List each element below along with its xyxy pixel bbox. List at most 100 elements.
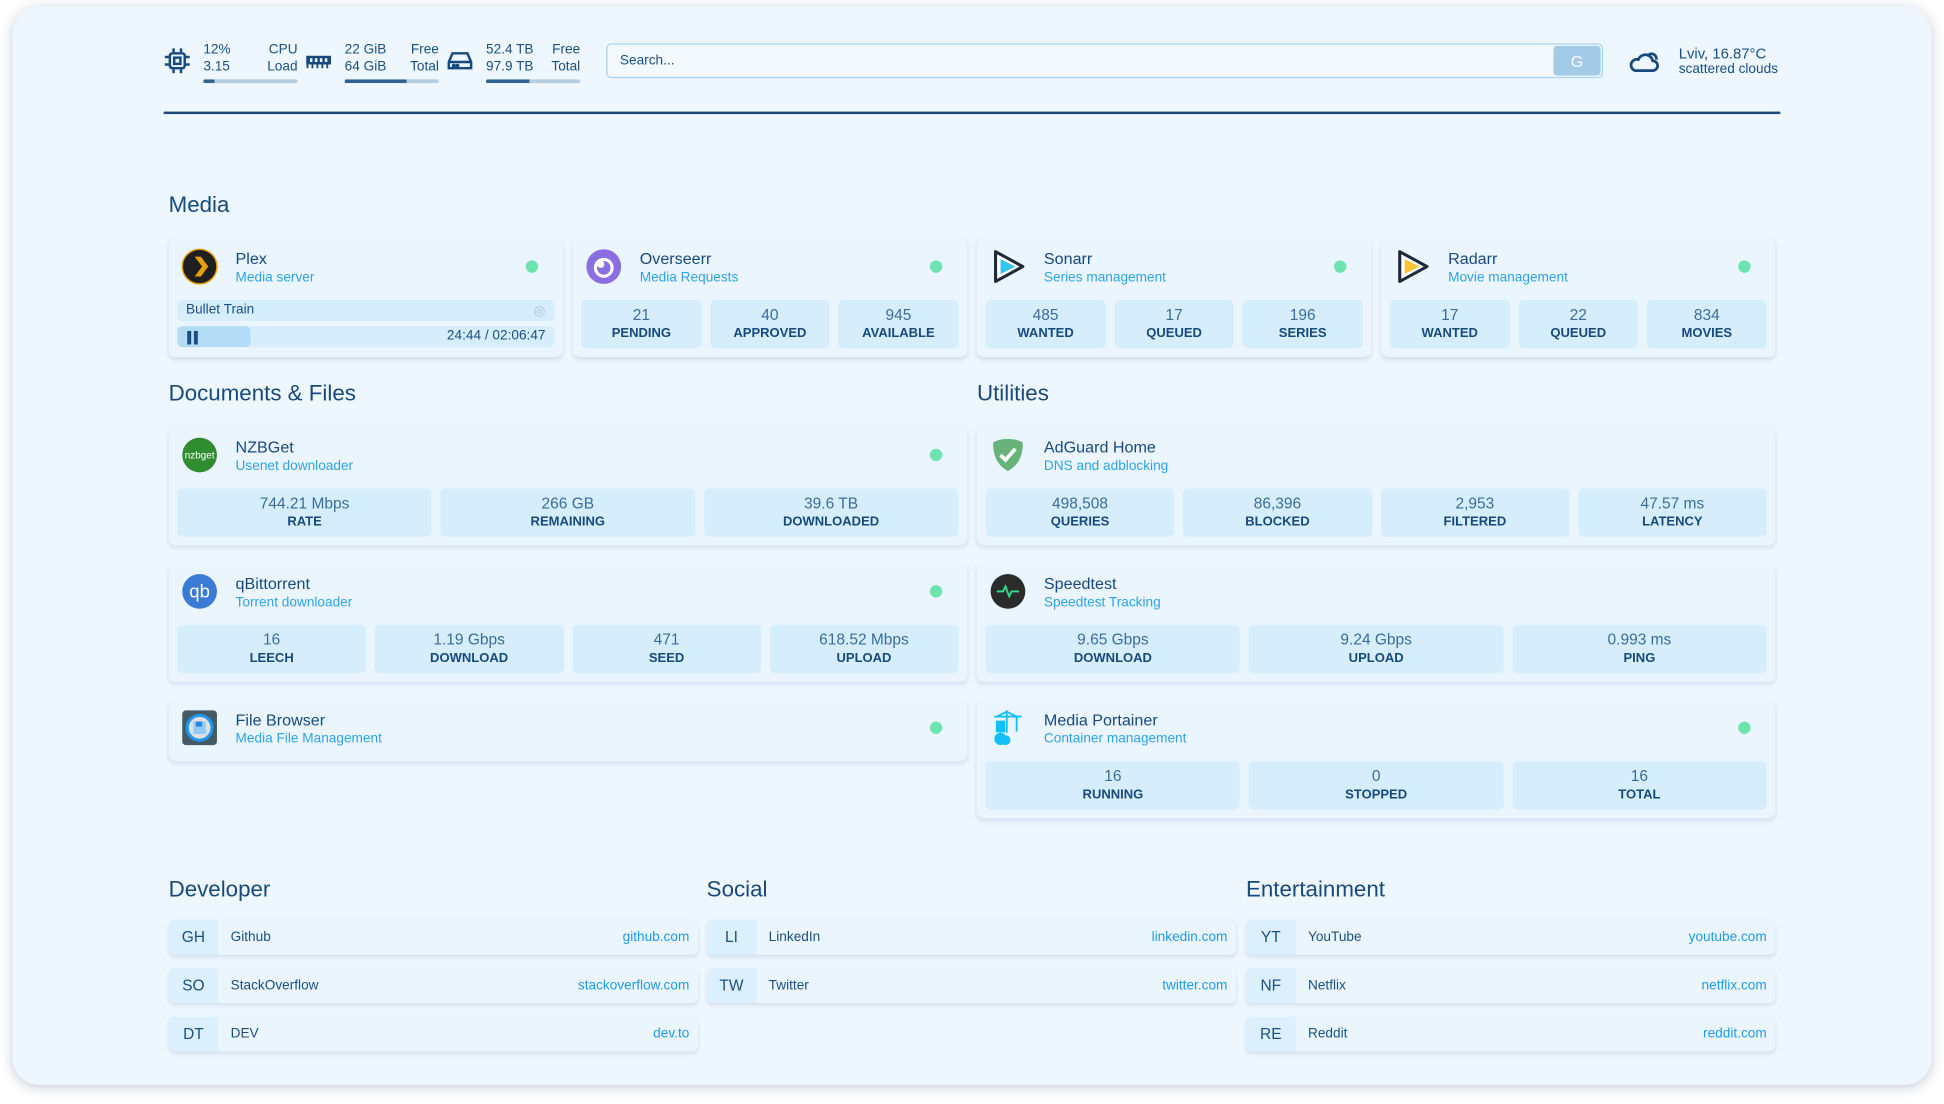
stat-label: DOWNLOADED xyxy=(782,514,880,530)
cpu-label2: Load xyxy=(267,59,298,75)
service-card-radarr[interactable]: Radarr Movie management 17 WANTED 22 QUEUED 8… xyxy=(1381,238,1776,358)
stat-running: 16 RUNNING xyxy=(985,761,1241,810)
disk-value2: 97.9 TB xyxy=(486,59,534,75)
memory-label: Free xyxy=(410,42,439,58)
section-title-utilities: Utilities xyxy=(976,380,1049,406)
stat-value: 16 xyxy=(263,631,281,649)
bookmark-abbr: GH xyxy=(168,919,219,955)
bookmark-linkedin[interactable]: LI LinkedIn linkedin.com xyxy=(706,919,1237,955)
stat-upload: 9.24 Gbps UPLOAD xyxy=(1248,624,1504,674)
bookmark-url[interactable]: github.com xyxy=(622,929,690,945)
bookmark-dev[interactable]: DT DEV dev.to xyxy=(168,1016,699,1052)
bookmark-abbr: LI xyxy=(706,919,757,955)
stat-total: 16 TOTAL xyxy=(1512,761,1767,810)
stat-label: QUERIES xyxy=(1050,514,1110,530)
stat-value: 1.19 Gbps xyxy=(433,631,505,649)
stat-value: 266 GB xyxy=(541,494,595,513)
stat-value: 39.6 TB xyxy=(804,494,859,513)
svg-text:qb: qb xyxy=(189,581,210,602)
bookmark-url[interactable]: youtube.com xyxy=(1688,929,1767,945)
bookmark-abbr: YT xyxy=(1245,919,1296,955)
stat-label: SEED xyxy=(648,650,685,666)
stat-queued: 17 QUEUED xyxy=(1114,300,1235,349)
memory-usage-bar xyxy=(344,79,439,84)
pause-icon[interactable]: ▌▌ xyxy=(187,331,202,344)
stat-stopped: 0 STOPPED xyxy=(1248,761,1504,810)
service-stats: 21 PENDING 40 APPROVED 945 AVAILABLE xyxy=(581,300,959,349)
stat-download: 9.65 Gbps DOWNLOAD xyxy=(985,624,1241,674)
resource-disk: 52.4 TB Free 97.9 TB Total xyxy=(446,41,581,84)
bookmark-abbr: DT xyxy=(168,1016,219,1052)
service-card-portainer[interactable]: Media Portainer Container management 16 RU… xyxy=(976,699,1776,819)
service-card-plex[interactable]: Plex Media server Bullet Train ◎ ▌▌ 24:44 … xyxy=(168,238,563,358)
bookmark-name: Github xyxy=(230,929,271,945)
bookmark-url[interactable]: reddit.com xyxy=(1703,1026,1767,1042)
service-card-speedtest[interactable]: Speedtest Speedtest Tracking 9.65 Gbps DOW… xyxy=(976,562,1776,682)
disk-usage-bar xyxy=(486,79,581,84)
memory-icon xyxy=(305,47,332,74)
service-card-sonarr[interactable]: Sonarr Series management 485 WANTED 17 QUEUE… xyxy=(976,238,1372,358)
service-description: DNS and adblocking xyxy=(1043,458,1169,473)
service-card-adguard[interactable]: AdGuard Home DNS and adblocking 498,508 QU… xyxy=(976,426,1776,546)
bookmark-url[interactable]: linkedin.com xyxy=(1151,929,1228,945)
search-input[interactable] xyxy=(607,53,1554,69)
bookmark-stackoverflow[interactable]: SO StackOverflow stackoverflow.com xyxy=(168,968,699,1003)
service-card-overseerr[interactable]: Overseerr Media Requests 21 PENDING 40 APPRO… xyxy=(572,238,968,358)
section-title-social: Social xyxy=(706,876,768,902)
stat-label: TOTAL xyxy=(1618,787,1661,803)
service-card-filebrowser[interactable]: File Browser Media File Management xyxy=(168,699,968,762)
bookmark-name: Reddit xyxy=(1307,1026,1348,1042)
service-card-nzbget[interactable]: nzbget NZBGet Usenet downloader 744.21 Mb… xyxy=(168,426,968,546)
adguard-icon xyxy=(989,436,1026,473)
status-indicator xyxy=(929,448,943,462)
stat-label: REMAINING xyxy=(530,514,606,530)
bookmark-abbr: NF xyxy=(1245,968,1296,1003)
stat-wanted: 17 WANTED xyxy=(1389,300,1510,349)
bookmark-github[interactable]: GH Github github.com xyxy=(168,919,699,955)
search-provider-button[interactable]: G xyxy=(1553,45,1601,76)
stat-pending: 21 PENDING xyxy=(581,300,702,349)
bookmark-url[interactable]: twitter.com xyxy=(1162,978,1228,994)
service-name: NZBGet xyxy=(235,437,294,456)
service-description: Media server xyxy=(235,269,315,285)
section-title-developer: Developer xyxy=(168,876,271,902)
stat-value: 47.57 ms xyxy=(1640,494,1705,513)
bookmark-reddit[interactable]: RE Reddit reddit.com xyxy=(1245,1016,1776,1052)
bookmark-netflix[interactable]: NF Netflix netflix.com xyxy=(1245,968,1776,1003)
bookmark-youtube[interactable]: YT YouTube youtube.com xyxy=(1245,919,1776,955)
bookmark-abbr: RE xyxy=(1245,1016,1296,1052)
weather-widget[interactable]: Lviv, 16.87°C scattered clouds xyxy=(1627,45,1778,77)
overseerr-icon xyxy=(585,248,622,285)
bookmark-name: Netflix xyxy=(1307,978,1346,994)
bookmark-abbr: TW xyxy=(706,968,757,1003)
bookmark-url[interactable]: stackoverflow.com xyxy=(577,978,690,994)
stat-leech: 16 LEECH xyxy=(177,624,367,674)
disk-icon xyxy=(446,47,473,74)
stat-wanted: 485 WANTED xyxy=(985,300,1106,349)
stat-movies: 834 MOVIES xyxy=(1646,300,1767,349)
stat-remaining: 266 GB REMAINING xyxy=(440,488,696,537)
service-name: Sonarr xyxy=(1043,248,1093,268)
bookmark-url[interactable]: dev.to xyxy=(653,1026,690,1042)
bookmark-url[interactable]: netflix.com xyxy=(1701,978,1767,994)
stat-value: 485 xyxy=(1032,306,1059,324)
stat-value: 834 xyxy=(1693,306,1720,324)
stat-label: DOWNLOAD xyxy=(1073,650,1152,666)
memory-value: 22 GiB xyxy=(344,42,387,58)
stat-series: 196 SERIES xyxy=(1242,300,1363,349)
service-card-qbittorrent[interactable]: qb qBittorrent Torrent downloader 16 LEECH… xyxy=(168,562,968,682)
media-info-icon[interactable]: ◎ xyxy=(533,303,546,319)
stat-value: 9.24 Gbps xyxy=(1340,631,1412,649)
disk-label2: Total xyxy=(551,59,581,75)
cpu-usage-bar xyxy=(203,79,298,84)
service-stats: 498,508 QUERIES 86,396 BLOCKED 2,953 FILTERED… xyxy=(985,488,1767,537)
stat-label: QUEUED xyxy=(1146,326,1202,341)
bookmark-twitter[interactable]: TW Twitter twitter.com xyxy=(706,968,1237,1003)
stat-label: FILTERED xyxy=(1443,514,1507,530)
service-description: Torrent downloader xyxy=(235,594,353,610)
section-title-documents: Documents & Files xyxy=(168,380,356,406)
service-name: Overseerr xyxy=(639,248,712,268)
stat-label: AVAILABLE xyxy=(862,326,935,341)
bookmark-name: Twitter xyxy=(768,978,809,994)
nzbget-icon: nzbget xyxy=(181,436,218,473)
